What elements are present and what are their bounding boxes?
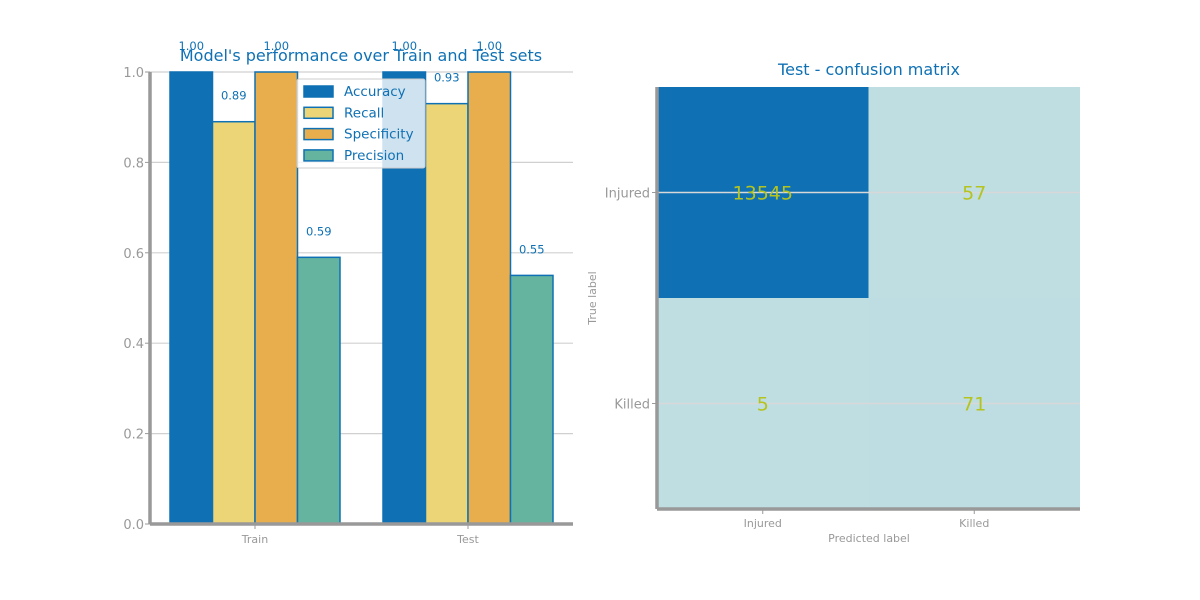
bar-specificity-train — [254, 71, 299, 525]
cm-cell-label-injured-injured: 13545 — [733, 183, 793, 205]
cm-cell-label-killed-injured: 5 — [757, 394, 769, 416]
bar-y-tick-label: 0.8 — [123, 156, 144, 171]
confusion-matrix-y-ticks: Injured Killed — [605, 187, 657, 413]
cm-x-tick-label-killed: Killed — [959, 517, 989, 530]
bar-y-ticks: 0.0 0.2 0.4 0.6 0.8 1.0 — [123, 66, 150, 533]
bar-y-tick-label: 0.2 — [123, 428, 144, 443]
confusion-matrix-cells — [657, 87, 1080, 509]
bar-value-labels: 1.00 0.89 1.00 0.59 1.00 0.93 1.00 0.55 — [178, 39, 544, 256]
legend-swatch-specificity — [303, 127, 334, 141]
confusion-matrix-axes — [655, 87, 1080, 511]
bar-axes — [148, 72, 573, 526]
bar-value-label-recall-train: 0.89 — [221, 89, 247, 103]
bar-value-label-accuracy-train: 1.00 — [178, 39, 204, 53]
bar-value-label-specificity-train: 1.00 — [263, 39, 289, 53]
confusion-matrix-x-axis-label: Predicted label — [828, 532, 910, 545]
cm-x-tick-label-injured: Injured — [744, 517, 782, 530]
bar-x-tick-label: Train — [241, 533, 268, 546]
bar-chart-title: Model's performance over Train and Test … — [180, 46, 542, 65]
legend-label-recall: Recall — [344, 105, 384, 121]
bar-x-ticks: Train Test — [241, 524, 480, 546]
bar-precision-train — [296, 256, 341, 525]
bar-recall-train — [211, 120, 256, 525]
bar-value-label-precision-test: 0.55 — [519, 242, 545, 256]
bar-x-tick-label: Test — [456, 533, 479, 546]
bar-precision-test — [509, 274, 554, 525]
bar-value-label-precision-train: 0.59 — [306, 224, 332, 238]
legend-swatch-accuracy — [303, 85, 334, 98]
bar-chart: 1.000.891.000.591.000.931.000.55 0.00.20… — [123, 39, 573, 546]
bar-y-tick-label: 0.6 — [123, 247, 144, 262]
bar-legend: Accuracy Recall Specificity Precision — [296, 78, 426, 169]
bar-value-label-specificity-test: 1.00 — [476, 39, 502, 53]
confusion-matrix-y-axis-label: True label — [586, 271, 599, 325]
cm-cell-label-killed-killed: 71 — [962, 394, 986, 416]
legend-label-precision: Precision — [344, 148, 404, 164]
legend-label-accuracy: Accuracy — [344, 84, 406, 100]
confusion-matrix-cell-labels: 13545 57 5 71 — [733, 183, 987, 416]
cm-y-tick-label-killed: Killed — [614, 398, 650, 413]
legend-swatch-precision — [303, 149, 334, 162]
cm-y-tick-label-injured: Injured — [605, 187, 650, 202]
bar-legend-frame — [296, 78, 426, 169]
bar-value-label-accuracy-test: 1.00 — [391, 39, 417, 53]
bar-recall-test — [424, 102, 469, 525]
bar-value-label-recall-test: 0.93 — [434, 71, 460, 85]
bar-y-tick-label: 1.0 — [123, 66, 144, 81]
bar-accuracy-train — [169, 71, 214, 525]
bar-specificity-test — [467, 71, 512, 525]
bar-y-tick-label: 0.0 — [123, 518, 144, 533]
confusion-matrix-title: Test - confusion matrix — [777, 60, 960, 79]
legend-label-specificity: Specificity — [344, 127, 414, 143]
bar-y-tick-label: 0.4 — [123, 337, 144, 352]
confusion-matrix-chart: 13545 57 5 71 Injured Killed Injured Killed T… — [586, 60, 1080, 545]
confusion-matrix-gridlines — [657, 191, 1080, 405]
cm-cell-label-injured-killed: 57 — [962, 183, 986, 205]
legend-swatch-recall — [303, 106, 334, 120]
confusion-matrix-x-ticks: Injured Killed — [744, 509, 989, 530]
